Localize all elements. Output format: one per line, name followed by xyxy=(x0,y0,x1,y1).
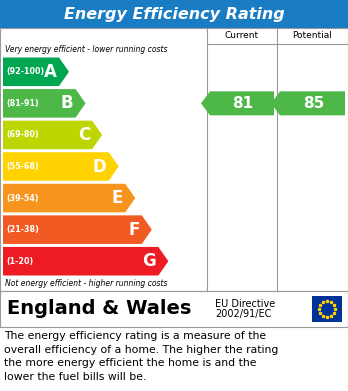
Text: D: D xyxy=(93,158,107,176)
Text: Not energy efficient - higher running costs: Not energy efficient - higher running co… xyxy=(5,280,167,289)
Text: E: E xyxy=(112,189,123,207)
Polygon shape xyxy=(3,89,86,118)
Text: England & Wales: England & Wales xyxy=(7,300,191,319)
Text: (69-80): (69-80) xyxy=(6,131,39,140)
Bar xyxy=(312,296,342,322)
Text: B: B xyxy=(61,94,73,112)
Polygon shape xyxy=(271,91,345,115)
Text: C: C xyxy=(78,126,90,144)
Bar xyxy=(0,28,348,291)
Text: The energy efficiency rating is a measure of the
overall efficiency of a home. T: The energy efficiency rating is a measur… xyxy=(4,331,278,382)
Text: A: A xyxy=(44,63,57,81)
Text: 85: 85 xyxy=(303,96,324,111)
Polygon shape xyxy=(3,247,168,276)
Polygon shape xyxy=(3,184,135,212)
Text: (21-38): (21-38) xyxy=(6,225,39,234)
Text: (1-20): (1-20) xyxy=(6,257,33,266)
Text: EU Directive: EU Directive xyxy=(215,299,275,309)
Polygon shape xyxy=(3,121,102,149)
Text: 2002/91/EC: 2002/91/EC xyxy=(215,309,271,319)
Text: Potential: Potential xyxy=(293,32,332,41)
Text: Energy Efficiency Rating: Energy Efficiency Rating xyxy=(64,7,284,22)
Polygon shape xyxy=(3,215,152,244)
Polygon shape xyxy=(201,91,274,115)
Text: (39-54): (39-54) xyxy=(6,194,39,203)
Polygon shape xyxy=(3,57,69,86)
Text: G: G xyxy=(143,252,156,270)
Text: F: F xyxy=(128,221,140,239)
Polygon shape xyxy=(3,152,119,181)
Text: Current: Current xyxy=(225,32,259,41)
Bar xyxy=(0,0,348,28)
Bar xyxy=(0,291,348,327)
Text: (92-100): (92-100) xyxy=(6,67,44,76)
Text: (55-68): (55-68) xyxy=(6,162,39,171)
Text: Very energy efficient - lower running costs: Very energy efficient - lower running co… xyxy=(5,45,167,54)
Text: 81: 81 xyxy=(232,96,254,111)
Text: (81-91): (81-91) xyxy=(6,99,39,108)
